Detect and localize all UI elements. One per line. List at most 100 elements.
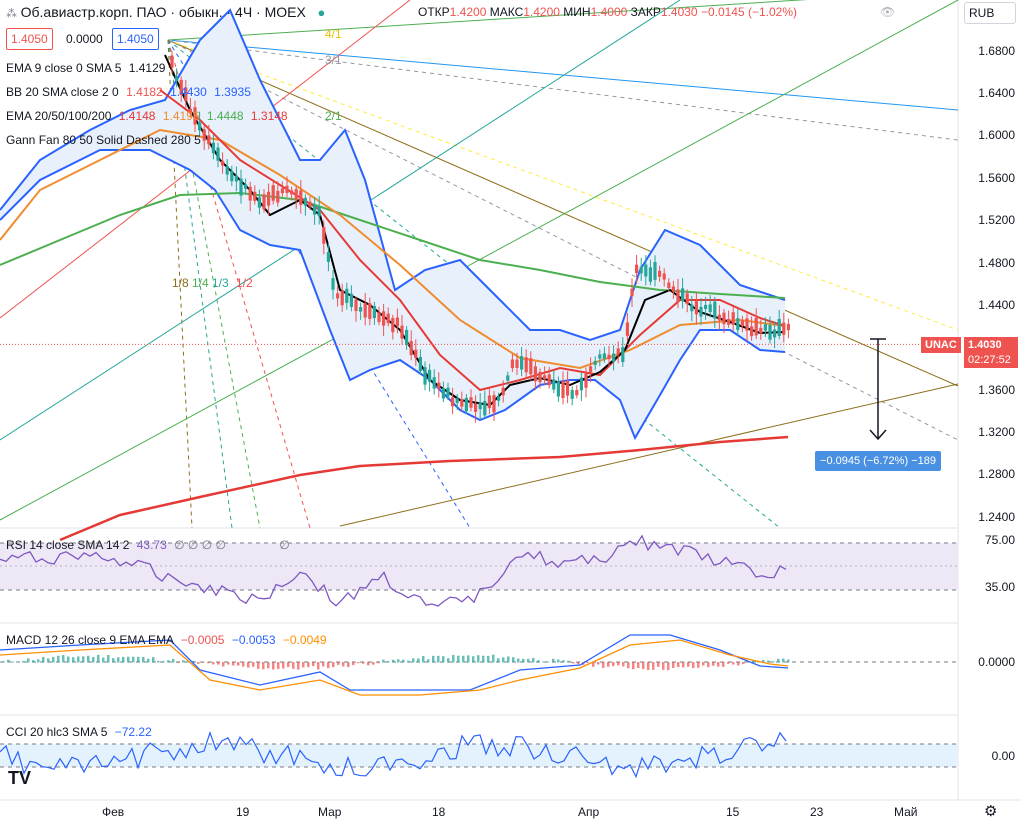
legend-rsi-value: 43.73 — [136, 538, 167, 552]
candle-body — [280, 188, 284, 194]
macd-histogram-bar — [597, 662, 600, 665]
legend-cci[interactable]: CCI 20 hlc3 SMA 5 −72.22 — [6, 725, 152, 739]
macd-histogram-bar — [697, 662, 700, 668]
macd-histogram-bar — [647, 662, 650, 671]
legend-ema[interactable]: EMA 9 close 0 SMA 5 1.4129 — [6, 61, 165, 75]
macd-histogram-bar — [537, 660, 540, 663]
close-label: ЗАКР — [630, 5, 661, 19]
macd-histogram-bar — [782, 658, 785, 663]
candle-body — [354, 299, 358, 312]
price-tick: 1.4400 — [978, 298, 1015, 312]
candle-body — [322, 227, 326, 244]
candle-body — [363, 303, 367, 318]
settings-gear-icon[interactable]: ⚙ — [984, 803, 998, 820]
legend-bb-lower: 1.3935 — [214, 85, 251, 99]
candle-body — [662, 273, 666, 280]
candle-body — [607, 354, 611, 360]
macd-histogram-bar — [457, 655, 460, 663]
price-tick: 1.6800 — [978, 44, 1015, 58]
macd-histogram-bar — [337, 662, 340, 665]
candle-body — [690, 304, 694, 312]
candle-body — [694, 301, 698, 315]
macd-histogram-bar — [282, 662, 285, 669]
macd-histogram-bar — [657, 662, 660, 667]
legend-macd[interactable]: MACD 12 26 close 9 EMA EMA −0.0005 −0.00… — [6, 633, 327, 647]
macd-histogram-bar — [142, 656, 145, 663]
open-label: ОТКР — [418, 5, 450, 19]
candle-body — [570, 390, 574, 399]
measure-label[interactable]: −0.0945 (−6.72%) −189 — [815, 451, 941, 471]
macd-histogram-bar — [672, 662, 675, 668]
eye-icon[interactable]: 👁 — [880, 5, 896, 19]
candle-body — [253, 191, 257, 201]
legend-emas[interactable]: EMA 20/50/100/200 1.4148 1.4196 1.4448 1… — [6, 109, 288, 123]
macd-histogram-bar — [712, 662, 715, 666]
macd-histogram-bar — [502, 657, 505, 663]
candle-body — [326, 252, 330, 262]
candle-body — [432, 377, 436, 389]
legend-gann[interactable]: Gann Fan 80 50 Solid Dashed 280 5 — [6, 133, 201, 147]
candle-body — [520, 356, 524, 370]
low-value: 1.4000 — [590, 5, 628, 19]
last-price-tag: 1.4030 — [964, 337, 1018, 353]
gann-fan-line — [167, 39, 959, 111]
candle-body — [386, 313, 390, 324]
macd-signal-line — [0, 639, 789, 696]
macd-histogram-bar — [572, 662, 575, 664]
candle-body — [285, 185, 289, 193]
macd-histogram-bar — [762, 659, 765, 663]
cci-line — [0, 730, 787, 779]
gann-label-1-3: 1/3 — [212, 276, 229, 290]
candle-body — [515, 359, 519, 368]
macd-histogram-bar — [172, 658, 175, 663]
macd-histogram-bar — [167, 660, 170, 663]
candle-body — [474, 403, 478, 412]
candle-body — [777, 318, 781, 336]
legend-ema20-value: 1.4148 — [118, 109, 156, 123]
symbol-title-row: ⁂ Об.авиастр.корп. ПАО · обыкн. · 4Ч · M… — [6, 4, 325, 20]
macd-histogram-bar — [62, 655, 65, 663]
macd-histogram-bar — [347, 662, 350, 668]
macd-histogram-bar — [2, 661, 5, 663]
legend-bb[interactable]: BB 20 SMA close 2 0 1.4182 1.4430 1.3935 — [6, 85, 251, 99]
macd-histogram-bar — [632, 662, 635, 670]
symbol-title[interactable]: Об.авиастр.корп. ПАО · обыкн. · 4Ч · MOE… — [20, 4, 306, 20]
macd-histogram-bar — [67, 656, 70, 663]
macd-histogram-bar — [87, 655, 90, 663]
macd-histogram-bar — [617, 662, 620, 666]
macd-histogram-bar — [487, 655, 490, 663]
candle-body — [538, 371, 542, 383]
candle-body — [584, 373, 588, 388]
macd-histogram-bar — [322, 662, 325, 667]
legend-rsi-label: RSI 14 close SMA 14 2 — [6, 538, 130, 552]
candle-body — [455, 398, 459, 403]
gann-fan-line — [167, 39, 959, 387]
macd-histogram-bar — [532, 657, 535, 663]
legend-macd-signal: −0.0049 — [282, 633, 327, 647]
candle-body — [561, 381, 565, 399]
market-status-dot: ● — [317, 5, 326, 20]
macd-histogram-bar — [637, 662, 640, 669]
date-tick: 15 — [726, 805, 740, 819]
macd-histogram-bar — [327, 662, 330, 669]
rsi-band — [0, 543, 958, 590]
currency-selector[interactable]: RUB — [964, 2, 1016, 24]
buy-price-button[interactable]: 1.4050 — [112, 28, 159, 50]
macd-histogram-bar — [177, 662, 180, 664]
sell-price-button[interactable]: 1.4050 — [6, 28, 53, 50]
macd-histogram-bar — [42, 656, 45, 663]
candle-body — [630, 288, 634, 297]
candle-body — [271, 185, 275, 201]
candle-body — [575, 390, 579, 396]
candle-body — [699, 306, 703, 317]
macd-histogram-bar — [467, 655, 470, 663]
macd-histogram-bar — [362, 662, 365, 664]
legend-rsi[interactable]: RSI 14 close SMA 14 2 43.73 ∅ ∅ ∅ ∅ ∅ — [6, 538, 290, 552]
macd-histogram-bar — [297, 662, 300, 670]
candle-body — [671, 286, 675, 292]
cci-tick: 0.00 — [991, 749, 1015, 763]
macd-histogram-bar — [367, 662, 370, 666]
candle-body — [492, 395, 496, 413]
gann-label-4-1: 4/1 — [325, 27, 342, 41]
